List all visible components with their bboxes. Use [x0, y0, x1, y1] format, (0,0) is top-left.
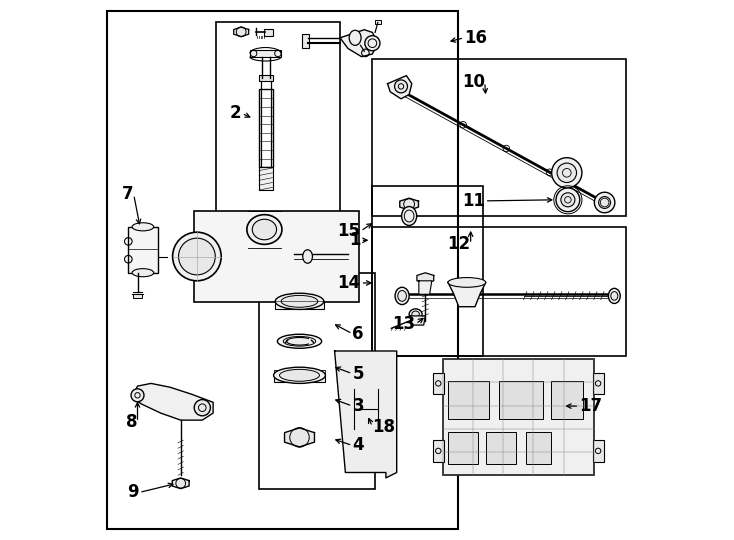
Text: 3: 3 — [352, 397, 364, 415]
Bar — [259, 167, 272, 190]
Bar — [372, 227, 626, 356]
Text: 10: 10 — [462, 73, 484, 91]
Text: 12: 12 — [448, 235, 470, 253]
Text: 15: 15 — [338, 222, 360, 240]
Text: 14: 14 — [338, 274, 360, 292]
Bar — [448, 381, 489, 418]
Bar — [372, 59, 626, 216]
Bar — [259, 75, 272, 81]
Text: 6: 6 — [352, 325, 364, 343]
Polygon shape — [285, 428, 314, 447]
Ellipse shape — [274, 367, 325, 383]
Polygon shape — [335, 351, 396, 478]
Bar — [486, 432, 515, 464]
Ellipse shape — [280, 369, 319, 381]
Circle shape — [561, 193, 575, 207]
Bar — [433, 440, 443, 462]
Ellipse shape — [172, 232, 221, 281]
Bar — [372, 186, 483, 356]
Text: 1: 1 — [349, 231, 360, 249]
Text: 17: 17 — [579, 397, 603, 415]
Ellipse shape — [448, 278, 486, 287]
Text: 8: 8 — [126, 413, 137, 431]
Circle shape — [557, 163, 576, 183]
Bar — [593, 440, 603, 462]
Ellipse shape — [608, 288, 620, 303]
Bar — [259, 89, 272, 167]
Ellipse shape — [595, 192, 615, 213]
Bar — [443, 359, 594, 475]
Text: 16: 16 — [464, 29, 487, 47]
Ellipse shape — [412, 311, 419, 318]
Bar — [433, 373, 443, 394]
Ellipse shape — [365, 36, 380, 51]
Bar — [274, 370, 325, 376]
Ellipse shape — [395, 287, 409, 305]
Polygon shape — [400, 198, 418, 210]
Bar — [374, 20, 381, 24]
Ellipse shape — [132, 222, 153, 231]
Ellipse shape — [398, 291, 407, 301]
Circle shape — [131, 389, 144, 402]
Ellipse shape — [275, 293, 324, 309]
Polygon shape — [448, 282, 486, 307]
Ellipse shape — [281, 295, 318, 307]
Polygon shape — [132, 383, 213, 420]
Polygon shape — [419, 281, 432, 294]
Bar — [250, 50, 281, 57]
Text: 5: 5 — [352, 364, 364, 383]
Ellipse shape — [247, 214, 282, 244]
Text: 7: 7 — [122, 185, 134, 204]
Bar — [216, 22, 340, 221]
Bar — [133, 294, 142, 298]
Polygon shape — [233, 27, 249, 37]
Polygon shape — [172, 478, 189, 489]
Bar — [593, 373, 603, 394]
Text: 9: 9 — [128, 483, 139, 502]
Ellipse shape — [611, 292, 618, 300]
Ellipse shape — [178, 238, 215, 275]
Bar — [448, 432, 478, 464]
Text: 2: 2 — [230, 104, 241, 123]
Ellipse shape — [302, 249, 313, 263]
Bar — [195, 211, 359, 302]
Ellipse shape — [349, 30, 361, 45]
Bar — [264, 29, 272, 36]
Bar — [526, 432, 550, 464]
Text: 11: 11 — [462, 192, 484, 210]
Circle shape — [556, 188, 580, 212]
Text: 4: 4 — [352, 436, 364, 455]
Circle shape — [395, 80, 407, 93]
Bar — [302, 34, 309, 48]
Bar — [550, 381, 583, 418]
Polygon shape — [388, 76, 412, 99]
Polygon shape — [340, 30, 378, 57]
Bar — [275, 301, 324, 309]
Polygon shape — [417, 273, 434, 284]
Bar — [106, 11, 458, 529]
Bar — [499, 381, 542, 418]
Ellipse shape — [409, 309, 422, 320]
Circle shape — [195, 400, 211, 416]
Ellipse shape — [401, 206, 417, 226]
Ellipse shape — [404, 210, 414, 222]
Text: 13: 13 — [393, 315, 415, 333]
Polygon shape — [410, 316, 425, 325]
Bar — [274, 375, 325, 382]
Ellipse shape — [283, 336, 316, 346]
Bar — [128, 227, 158, 273]
Ellipse shape — [277, 334, 321, 348]
Bar — [259, 273, 375, 489]
Circle shape — [552, 158, 582, 188]
Text: 18: 18 — [372, 417, 396, 436]
Ellipse shape — [252, 219, 277, 240]
Bar — [348, 385, 383, 434]
Ellipse shape — [132, 268, 153, 276]
Ellipse shape — [599, 197, 611, 208]
